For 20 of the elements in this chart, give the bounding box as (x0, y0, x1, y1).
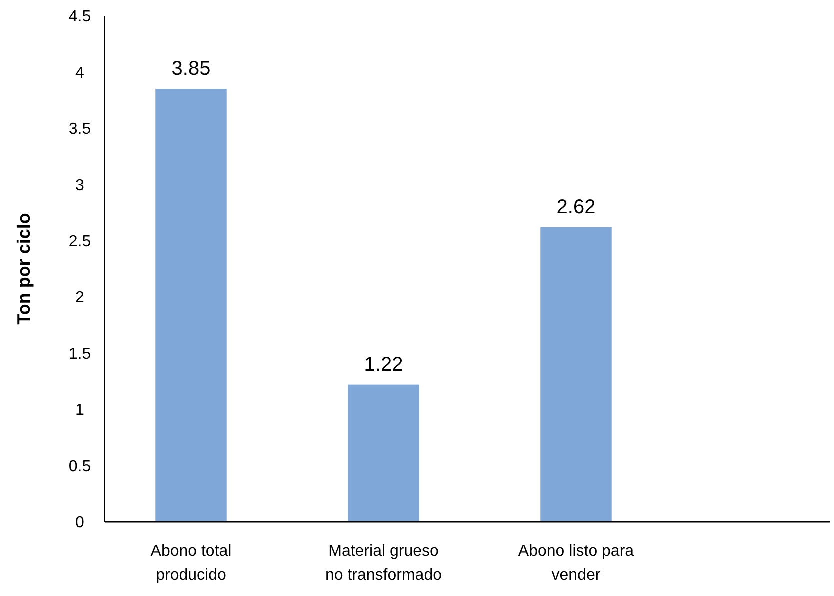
y-tick-label: 1 (76, 402, 85, 420)
y-tick-label: 3 (76, 177, 85, 194)
y-tick-label: 3.5 (68, 121, 92, 138)
bar (540, 227, 612, 522)
y-axis-title: Ton por ciclo (14, 213, 34, 325)
y-tick-label: 0 (76, 514, 85, 532)
data-label: 2.62 (556, 196, 596, 218)
y-tick-label: 0.5 (68, 458, 92, 476)
data-label: 3.85 (172, 58, 211, 80)
y-tick-label: 2.5 (68, 233, 92, 250)
x-tick-label: Material grueso no transformado (325, 543, 442, 584)
y-tick-label: 4 (76, 64, 85, 82)
bar (156, 89, 227, 522)
x-tick-label: Abono total producido (150, 543, 232, 584)
data-label: 1.22 (364, 354, 404, 376)
y-tick-label: 4.5 (68, 8, 92, 26)
y-tick-label: 2 (76, 290, 85, 307)
y-tick-label: 1.5 (68, 346, 92, 363)
x-tick-label: Abono listo para vender (518, 543, 634, 584)
bar (348, 384, 420, 522)
